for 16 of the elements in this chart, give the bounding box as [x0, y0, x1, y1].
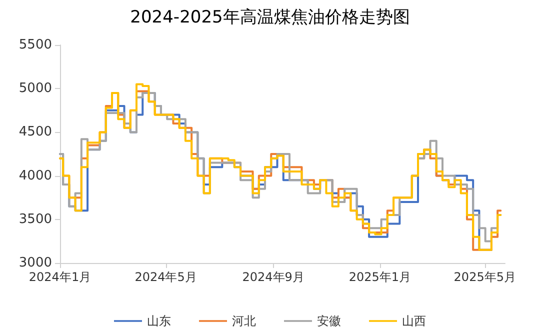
legend-label: 安徽 — [317, 314, 341, 328]
legend-label: 山西 — [402, 314, 426, 328]
y-tick-label: 3500 — [18, 212, 52, 227]
y-tick-label: 5500 — [18, 38, 52, 52]
x-tick-label: 2024年1月 — [28, 270, 92, 284]
legend-label: 河北 — [232, 314, 256, 328]
x-tick-label: 2024年9月 — [242, 270, 304, 284]
chart-title: 2024-2025年高温煤焦油价格走势图 — [130, 8, 410, 28]
y-tick-label: 4500 — [18, 124, 52, 140]
x-tick-label: 2025年5月 — [454, 270, 516, 284]
y-tick-label: 3000 — [18, 256, 52, 270]
y-tick-label: 4000 — [18, 168, 52, 184]
legend-label: 山东 — [147, 314, 171, 328]
y-tick-label: 5000 — [18, 81, 52, 96]
x-tick-label: 2024年5月 — [134, 270, 197, 284]
x-tick-label: 2025年1月 — [348, 270, 412, 284]
